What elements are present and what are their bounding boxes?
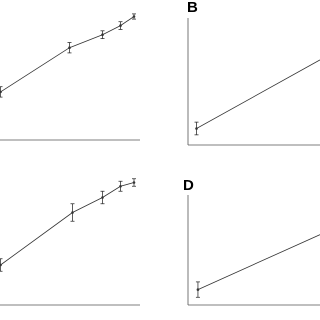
point xyxy=(132,15,136,18)
point xyxy=(119,24,122,27)
point xyxy=(71,211,74,214)
point xyxy=(101,33,104,36)
point xyxy=(119,184,122,188)
point xyxy=(196,288,200,291)
point xyxy=(68,46,71,49)
calibration-line xyxy=(197,234,320,290)
panel-label: B xyxy=(187,0,198,16)
point xyxy=(0,263,2,267)
point xyxy=(132,181,136,184)
point xyxy=(0,90,2,94)
calibration-line xyxy=(196,59,320,129)
point xyxy=(195,127,198,130)
panel-label: D xyxy=(183,177,194,194)
point xyxy=(101,196,104,199)
